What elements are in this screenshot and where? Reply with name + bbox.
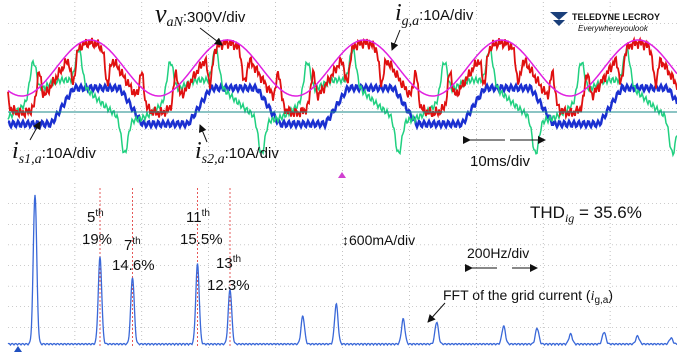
i-ga-label: ig,a:10A/div — [395, 0, 474, 29]
harmonic-order: 5th — [87, 208, 104, 226]
trigger-marker — [338, 172, 346, 178]
i-s1a-label: is1,a:10A/div — [12, 138, 96, 167]
fft-caption: FFT of the grid current (ig,a) — [443, 287, 613, 306]
arrow — [200, 28, 222, 45]
harmonic-order: 7th — [124, 236, 141, 254]
harmonic-value: 15.5% — [180, 231, 223, 248]
marker — [14, 346, 22, 352]
arrow — [392, 30, 400, 50]
harmonic-value: 12.3% — [207, 277, 250, 294]
harmonic-value: 19% — [82, 231, 112, 248]
harmonic-order: 13th — [216, 254, 241, 272]
logo-icon — [550, 12, 568, 26]
arrow — [428, 303, 445, 322]
time-div: 10ms/div — [470, 153, 531, 170]
logo-tagline: Everywhereyoulook — [578, 24, 649, 33]
scope-screenshot: vaN:300V/div ig,a:10A/div is1,a:10A/div … — [0, 0, 677, 358]
logo-brand: TELEDYNE LECROY — [572, 12, 660, 22]
harmonic-value: 14.6% — [112, 257, 155, 274]
i-s2a-label: is2,a:10A/div — [195, 138, 279, 167]
freq-div: 200Hz/div — [467, 245, 529, 261]
harmonic-order: 11th — [186, 208, 210, 226]
thd: THDig = 35.6% — [530, 203, 642, 225]
v-an-label: vaN:300V/div — [155, 0, 246, 30]
amp-div: ↕600mA/div — [342, 232, 415, 248]
